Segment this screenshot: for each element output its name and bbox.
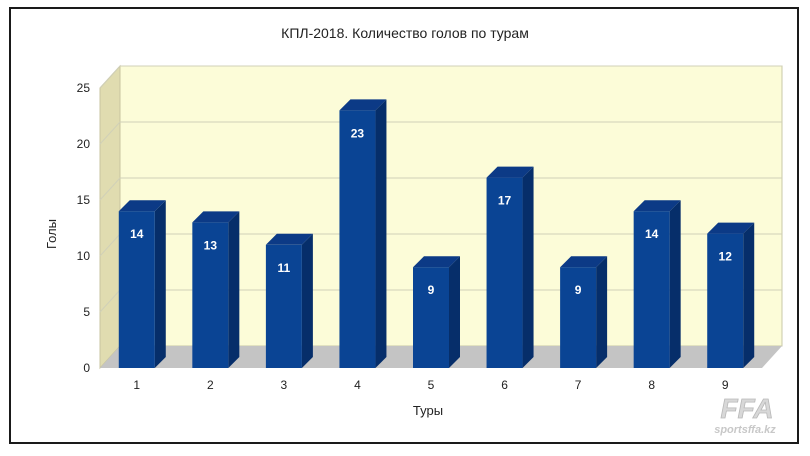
bar-front: [118, 211, 155, 368]
bar: 13: [192, 211, 240, 368]
bar-value-label: 12: [719, 250, 733, 264]
y-axis-label: Голы: [44, 219, 59, 249]
bar-value-label: 9: [428, 283, 435, 297]
bar: 11: [265, 233, 313, 368]
bar-side: [743, 222, 755, 368]
x-tick-label: 9: [722, 378, 729, 392]
bar-top: [265, 233, 313, 245]
gridline: [99, 65, 782, 89]
x-tick-label: 4: [354, 378, 361, 392]
bars: 14 13 11 23 9 17 9 14 12: [118, 99, 755, 369]
bar-value-label: 11: [278, 261, 291, 275]
bar-side: [375, 99, 387, 369]
x-tick-label: 2: [207, 378, 214, 392]
left-wall: [99, 64, 121, 370]
bar-front: [339, 110, 376, 369]
bar-value-label: 13: [204, 238, 218, 252]
gridline: [99, 121, 782, 145]
bar-side: [228, 211, 240, 368]
watermark-site: sportsffa.kz: [714, 424, 776, 436]
y-tick-label: 0: [83, 361, 90, 375]
bar-value-label: 14: [130, 227, 144, 241]
bar-top: [192, 211, 240, 223]
gridline: [99, 177, 782, 201]
bar-front: [413, 267, 449, 368]
x-axis-label: Туры: [413, 403, 443, 418]
x-tick-label: 8: [648, 378, 655, 392]
bar-top: [707, 222, 755, 234]
bar-side: [522, 166, 534, 368]
bar-top: [118, 200, 166, 212]
bar-top: [633, 200, 681, 212]
bar-side: [596, 256, 608, 368]
bar-top: [486, 166, 534, 178]
bar-side: [669, 200, 681, 368]
bar-side: [301, 233, 313, 368]
bar-value-label: 23: [351, 126, 365, 140]
bar: 12: [707, 222, 755, 368]
x-tick-label: 3: [281, 378, 288, 392]
bar-value-label: 14: [645, 227, 659, 241]
bar: 23: [339, 99, 387, 369]
bar-top: [339, 99, 387, 111]
watermark-logo: FFA sportsffa.kz: [714, 393, 776, 436]
bar: 14: [118, 200, 166, 368]
bar-value-label: 17: [498, 194, 512, 208]
bar-value-label: 9: [575, 283, 582, 297]
bar-front: [265, 244, 302, 368]
bar-front: [192, 222, 229, 368]
x-tick-label: 5: [428, 378, 435, 392]
y-tick-label: 25: [77, 81, 91, 95]
bar-front: [560, 267, 597, 368]
bar-front: [707, 233, 744, 368]
bar-front: [486, 177, 523, 368]
x-tick-label: 7: [575, 378, 582, 392]
y-tick-label: 10: [77, 249, 91, 263]
y-tick-label: 5: [83, 305, 90, 319]
x-axis-ticks: 1 2 3 4 5 6 7 8 9: [133, 378, 728, 392]
y-tick-label: 20: [77, 137, 91, 151]
bar: 9: [560, 256, 608, 368]
bar: 14: [633, 200, 681, 368]
bar-side: [154, 200, 166, 368]
bar-top: [560, 256, 608, 268]
x-tick-label: 6: [501, 378, 508, 392]
bar-front: [633, 211, 670, 368]
bar-top: [413, 256, 460, 268]
chart-title: КПЛ-2018. Количество голов по турам: [281, 25, 529, 41]
x-tick-label: 1: [133, 378, 140, 392]
y-tick-label: 15: [77, 193, 91, 207]
watermark-brand: FFA: [721, 393, 774, 424]
bar: 9: [413, 256, 460, 368]
y-axis-ticks: 0 5 10 15 20 25: [77, 81, 91, 375]
bar: 17: [486, 166, 534, 368]
bar-side: [449, 256, 460, 368]
